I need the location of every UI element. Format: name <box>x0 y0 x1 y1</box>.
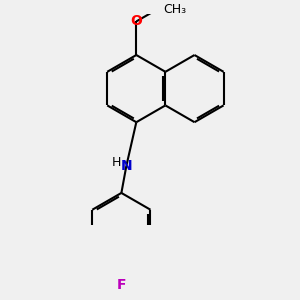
Text: O: O <box>130 14 142 28</box>
Text: F: F <box>117 278 126 292</box>
Text: H: H <box>112 156 122 170</box>
Text: CH₃: CH₃ <box>163 3 186 16</box>
Text: N: N <box>121 159 132 173</box>
